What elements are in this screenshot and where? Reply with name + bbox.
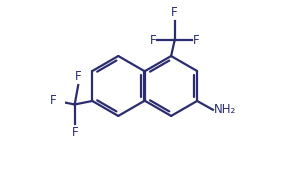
Text: F: F bbox=[75, 70, 82, 83]
Text: F: F bbox=[71, 126, 78, 139]
Text: NH₂: NH₂ bbox=[214, 103, 236, 116]
Text: F: F bbox=[49, 95, 56, 107]
Text: F: F bbox=[150, 34, 156, 47]
Text: F: F bbox=[171, 6, 178, 19]
Text: F: F bbox=[193, 34, 200, 47]
